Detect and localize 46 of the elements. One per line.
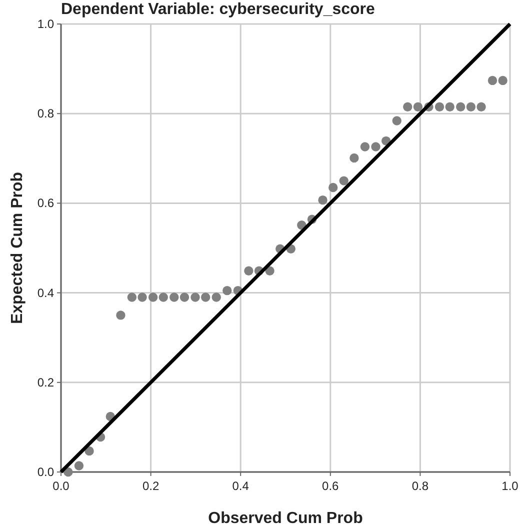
point <box>392 116 402 126</box>
point <box>158 292 168 302</box>
point <box>148 292 158 302</box>
point <box>190 292 200 302</box>
y-tick-label: 0.2 <box>37 375 54 390</box>
y-tick-label: 0.6 <box>37 196 54 210</box>
chart-title: Dependent Variable: cybersecurity_score <box>61 1 376 18</box>
point <box>180 292 190 302</box>
x-tick-label: 0.2 <box>142 479 160 493</box>
point <box>265 266 274 276</box>
point <box>222 286 232 296</box>
point <box>403 102 412 112</box>
point <box>339 176 348 186</box>
point <box>434 102 444 112</box>
point <box>371 142 380 152</box>
point <box>200 292 210 302</box>
point <box>170 292 179 302</box>
y-tick-label: 0.8 <box>37 106 54 121</box>
point <box>413 102 423 112</box>
point <box>244 266 254 276</box>
point <box>212 292 221 302</box>
point <box>466 102 476 112</box>
point <box>116 310 126 320</box>
point <box>498 76 508 86</box>
point <box>328 182 338 192</box>
y-tick-label: 0.0 <box>37 465 54 479</box>
y-tick-label: 0.4 <box>37 286 54 300</box>
point <box>64 467 73 477</box>
point <box>74 461 84 470</box>
y-tick-label: 1.0 <box>37 17 54 31</box>
point <box>456 102 466 112</box>
x-tick-label: 0.0 <box>52 479 70 493</box>
point <box>476 102 486 112</box>
x-tick-label: 0.8 <box>412 479 429 493</box>
point <box>318 195 328 205</box>
y-axis-title: Expected Cum Prob <box>9 172 26 324</box>
x-tick-label: 0.6 <box>322 479 340 493</box>
x-axis-title: Observed Cum Prob <box>208 510 364 527</box>
point <box>360 142 370 152</box>
x-tick-label: 1.0 <box>502 479 519 493</box>
point <box>350 153 359 163</box>
point <box>127 292 137 302</box>
point <box>488 76 498 86</box>
point <box>445 102 454 112</box>
point <box>138 292 147 302</box>
x-tick-label: 0.4 <box>232 479 250 493</box>
